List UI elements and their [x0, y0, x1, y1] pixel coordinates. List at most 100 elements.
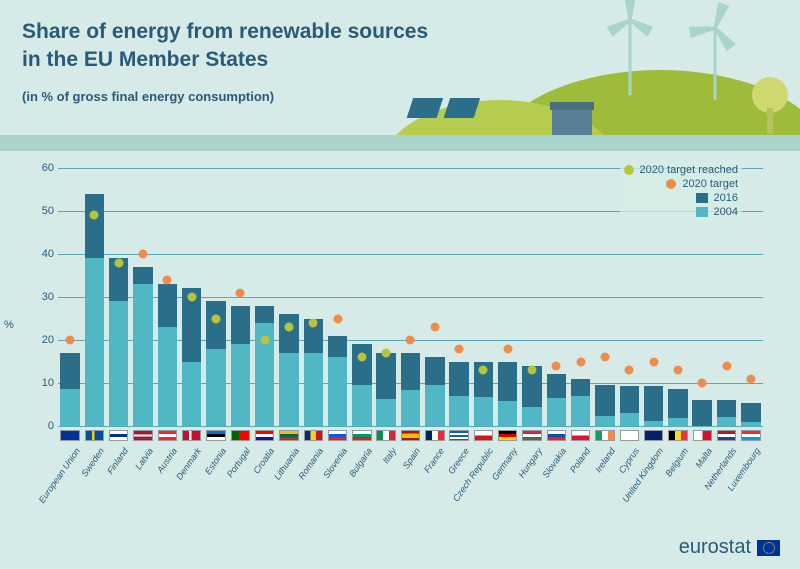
bar-group: [155, 168, 179, 426]
legend-target: 2020 target: [624, 178, 738, 190]
legend-label: 2020 target reached: [640, 164, 738, 176]
target-dot: [66, 336, 75, 345]
legend-label: 2016: [714, 192, 738, 204]
bar-2004: [595, 416, 614, 426]
bar-group: [131, 168, 155, 426]
bar-2004: [85, 258, 104, 426]
target-dot: [625, 366, 634, 375]
target-dot: [333, 314, 342, 323]
flag-icon: [425, 430, 444, 441]
legend-target-reached: 2020 target reached: [624, 164, 738, 176]
bar-2004: [352, 385, 371, 426]
bar-2004: [449, 396, 468, 426]
legend-2016: 2016: [624, 192, 738, 204]
flag-icon: [522, 430, 541, 441]
target-dot-reached: [212, 314, 221, 323]
category-labels: European UnionSwedenFinlandLatviaAustria…: [58, 446, 763, 506]
flag-icon: [376, 430, 395, 441]
legend: 2020 target reached 2020 target 2016 200…: [620, 162, 742, 222]
target-dot-reached: [479, 366, 488, 375]
y-tick-label: 20: [34, 334, 54, 346]
y-tick-label: 10: [34, 377, 54, 389]
subtitle: (in % of gross final energy consumption): [22, 89, 778, 104]
category-label: Ireland: [593, 446, 617, 474]
category-label: Bulgaria: [347, 446, 374, 479]
flag-icon: [328, 430, 347, 441]
flag-icon: [644, 430, 663, 441]
bar-2004: [304, 353, 323, 426]
bar-2004: [376, 399, 395, 426]
bar-2004: [522, 407, 541, 426]
target-dot: [139, 250, 148, 259]
target-dot: [430, 323, 439, 332]
target-dot: [722, 361, 731, 370]
flag-icon: [231, 430, 250, 441]
target-dot: [503, 344, 512, 353]
page-title: Share of energy from renewable sources i…: [22, 18, 778, 75]
category-label: Italy: [380, 446, 398, 465]
flag-icon: [182, 430, 201, 441]
flag-icon: [741, 430, 760, 441]
y-axis-label: %: [4, 319, 14, 331]
category-label: Estonia: [202, 446, 227, 476]
flag-icon: [304, 430, 323, 441]
flag-icon: [717, 430, 736, 441]
target-dot-reached: [260, 336, 269, 345]
legend-2004: 2004: [624, 206, 738, 218]
target-dot: [673, 366, 682, 375]
flags-row: [58, 430, 763, 443]
bar-2004: [620, 413, 639, 426]
bar-group: [180, 168, 204, 426]
brand-text: eurostat: [679, 536, 751, 559]
flag-icon: [668, 430, 687, 441]
category-label: Belgium: [663, 446, 690, 478]
flag-icon: [279, 430, 298, 441]
bar-2004: [231, 344, 250, 426]
y-tick-label: 40: [34, 248, 54, 260]
bar-2004: [328, 357, 347, 426]
target-dot: [406, 336, 415, 345]
target-dot-reached: [90, 211, 99, 220]
category-label: Malta: [693, 446, 714, 470]
bar-2004: [133, 284, 152, 426]
bar-2004: [425, 385, 444, 426]
flag-icon: [498, 430, 517, 441]
category-label: Hungary: [516, 446, 544, 480]
flag-icon: [133, 430, 152, 441]
target-dot-reached: [309, 318, 318, 327]
target-dot: [649, 357, 658, 366]
bar-2004: [279, 353, 298, 426]
chart-area: 2020 target reached 2020 target 2016 200…: [30, 160, 770, 490]
flag-icon: [620, 430, 639, 441]
target-dot-reached: [382, 348, 391, 357]
flag-icon: [85, 430, 104, 441]
target-dot: [552, 361, 561, 370]
y-tick-label: 0: [34, 420, 54, 432]
gridline: [58, 254, 763, 255]
target-dot: [746, 374, 755, 383]
category-label: Finland: [105, 446, 130, 476]
title-line2: in the EU Member States: [22, 48, 268, 71]
bar-2004: [60, 389, 79, 426]
target-dot: [576, 357, 585, 366]
bar-2016: [692, 400, 711, 426]
target-dot-reached: [357, 353, 366, 362]
target-dot-reached: [187, 293, 196, 302]
category-label: Austria: [155, 446, 179, 475]
flag-icon: [595, 430, 614, 441]
target-dot: [455, 344, 464, 353]
legend-label: 2004: [714, 206, 738, 218]
target-dot: [236, 288, 245, 297]
flag-icon: [255, 430, 274, 441]
bar-2004: [547, 398, 566, 426]
title-line1: Share of energy from renewable sources: [22, 20, 428, 43]
category-label: France: [422, 446, 446, 475]
y-tick-label: 60: [34, 162, 54, 174]
divider-band: [0, 135, 800, 151]
flag-icon: [60, 430, 79, 441]
category-label: Slovakia: [540, 446, 568, 480]
bar-2004: [717, 417, 736, 426]
flag-icon: [401, 430, 420, 441]
category-label: Poland: [568, 446, 592, 475]
bar-2004: [498, 401, 517, 426]
